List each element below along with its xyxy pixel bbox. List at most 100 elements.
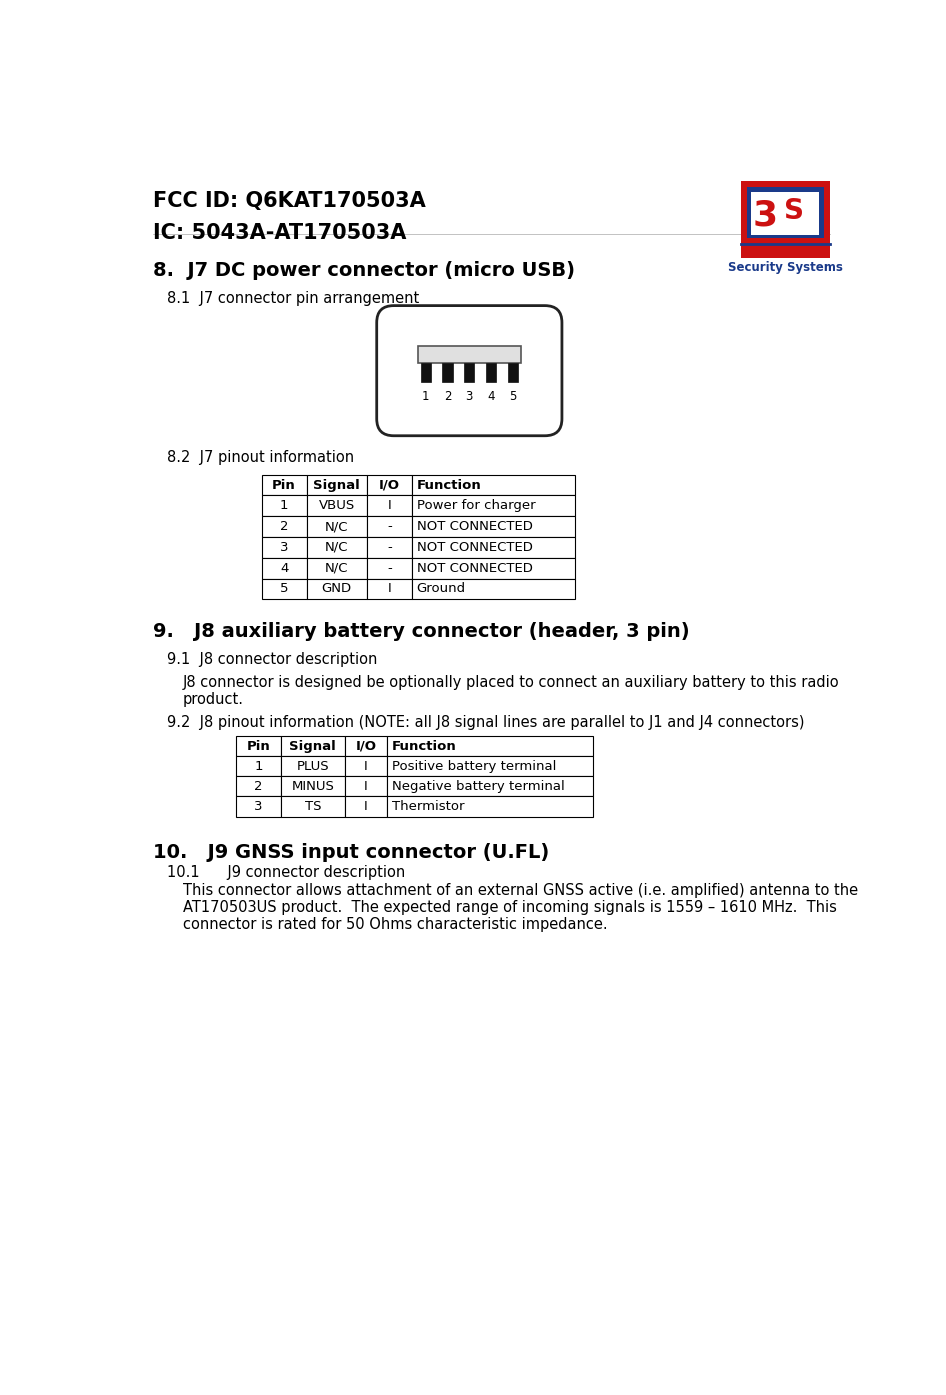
Text: I/O: I/O (356, 739, 377, 753)
Text: NOT CONNECTED: NOT CONNECTED (416, 541, 533, 554)
Text: I: I (364, 760, 368, 773)
Bar (412, 474, 575, 495)
Bar (421, 363, 430, 382)
Bar (344, 777, 387, 797)
Text: I: I (388, 499, 392, 512)
Text: 8.2  J7 pinout information: 8.2 J7 pinout information (167, 451, 354, 465)
Bar (412, 537, 575, 558)
Bar (746, 187, 824, 239)
Bar (307, 474, 367, 495)
Text: 4: 4 (487, 391, 495, 403)
Bar (236, 756, 281, 777)
Text: GND: GND (322, 583, 352, 596)
Bar (464, 363, 475, 382)
Bar (307, 516, 367, 537)
Text: 9.1  J8 connector description: 9.1 J8 connector description (167, 651, 377, 667)
Bar (508, 363, 518, 382)
Text: NOT CONNECTED: NOT CONNECTED (416, 520, 533, 533)
Text: Negative battery terminal: Negative battery terminal (392, 780, 565, 792)
Bar (307, 537, 367, 558)
Text: 1: 1 (254, 760, 263, 773)
Bar (344, 797, 387, 816)
Bar (418, 346, 520, 363)
Bar (751, 193, 819, 236)
Bar (344, 756, 387, 777)
Text: I/O: I/O (379, 478, 400, 491)
Text: TS: TS (305, 799, 321, 813)
Text: N/C: N/C (325, 562, 348, 575)
Text: 3: 3 (280, 541, 289, 554)
Text: I: I (364, 780, 368, 792)
Bar (412, 579, 575, 600)
Bar (262, 537, 307, 558)
Text: Pin: Pin (247, 739, 271, 753)
Text: 2: 2 (254, 780, 263, 792)
Text: Signal: Signal (289, 739, 336, 753)
Bar (387, 797, 592, 816)
Bar (412, 495, 575, 516)
Text: Signal: Signal (313, 478, 360, 491)
Bar (443, 363, 452, 382)
Bar (281, 756, 344, 777)
Bar (262, 579, 307, 600)
FancyBboxPatch shape (377, 306, 562, 435)
Text: Security Systems: Security Systems (727, 261, 843, 275)
Bar (412, 516, 575, 537)
Bar (387, 737, 592, 756)
Text: S: S (784, 197, 804, 225)
Bar (367, 474, 412, 495)
Text: 9.   J8 auxiliary battery connector (header, 3 pin): 9. J8 auxiliary battery connector (heade… (153, 622, 690, 642)
Bar (307, 579, 367, 600)
Text: J8 connector is designed be optionally placed to connect an auxiliary battery to: J8 connector is designed be optionally p… (183, 675, 839, 691)
Text: Positive battery terminal: Positive battery terminal (392, 760, 556, 773)
Bar (486, 363, 497, 382)
Bar (236, 777, 281, 797)
Text: PLUS: PLUS (296, 760, 329, 773)
Bar (367, 537, 412, 558)
Text: I: I (388, 583, 392, 596)
Text: 1: 1 (422, 391, 429, 403)
Bar (367, 516, 412, 537)
Bar (412, 558, 575, 579)
Text: Pin: Pin (272, 478, 296, 491)
Text: Function: Function (392, 739, 457, 753)
Text: connector is rated for 50 Ohms characteristic impedance.: connector is rated for 50 Ohms character… (183, 918, 607, 932)
Text: 3: 3 (465, 391, 473, 403)
Text: N/C: N/C (325, 520, 348, 533)
Bar (367, 495, 412, 516)
Text: I: I (364, 799, 368, 813)
Bar (367, 558, 412, 579)
Bar (367, 579, 412, 600)
Text: AT170503US product.  The expected range of incoming signals is 1559 – 1610 MHz. : AT170503US product. The expected range o… (183, 900, 836, 915)
Text: product.: product. (183, 692, 243, 707)
Bar (741, 181, 830, 258)
Bar (236, 737, 281, 756)
Text: Power for charger: Power for charger (416, 499, 535, 512)
Bar (281, 797, 344, 816)
Text: NOT CONNECTED: NOT CONNECTED (416, 562, 533, 575)
Text: 4: 4 (280, 562, 289, 575)
Bar (387, 777, 592, 797)
Text: FCC ID: Q6KAT170503A: FCC ID: Q6KAT170503A (153, 191, 426, 211)
Bar (262, 516, 307, 537)
Text: This connector allows attachment of an external GNSS active (i.e. amplified) ant: This connector allows attachment of an e… (183, 883, 858, 898)
Bar (262, 495, 307, 516)
Text: Function: Function (416, 478, 482, 491)
Bar (344, 737, 387, 756)
Text: N/C: N/C (325, 541, 348, 554)
Text: MINUS: MINUS (291, 780, 334, 792)
Text: Thermistor: Thermistor (392, 799, 464, 813)
Text: IC: 5043A-AT170503A: IC: 5043A-AT170503A (153, 223, 407, 243)
Bar (307, 495, 367, 516)
Text: 3: 3 (254, 799, 263, 813)
Bar (262, 558, 307, 579)
Text: 8.  J7 DC power connector (micro USB): 8. J7 DC power connector (micro USB) (153, 261, 575, 280)
Text: VBUS: VBUS (319, 499, 355, 512)
Text: Ground: Ground (416, 583, 465, 596)
Text: 5: 5 (280, 583, 289, 596)
Text: 10.1      J9 connector description: 10.1 J9 connector description (167, 865, 405, 880)
Text: 10.   J9 GNSS input connector (U.FL): 10. J9 GNSS input connector (U.FL) (153, 844, 550, 862)
Text: 8.1  J7 connector pin arrangement: 8.1 J7 connector pin arrangement (167, 290, 419, 306)
Text: 1: 1 (280, 499, 289, 512)
Bar (236, 797, 281, 816)
